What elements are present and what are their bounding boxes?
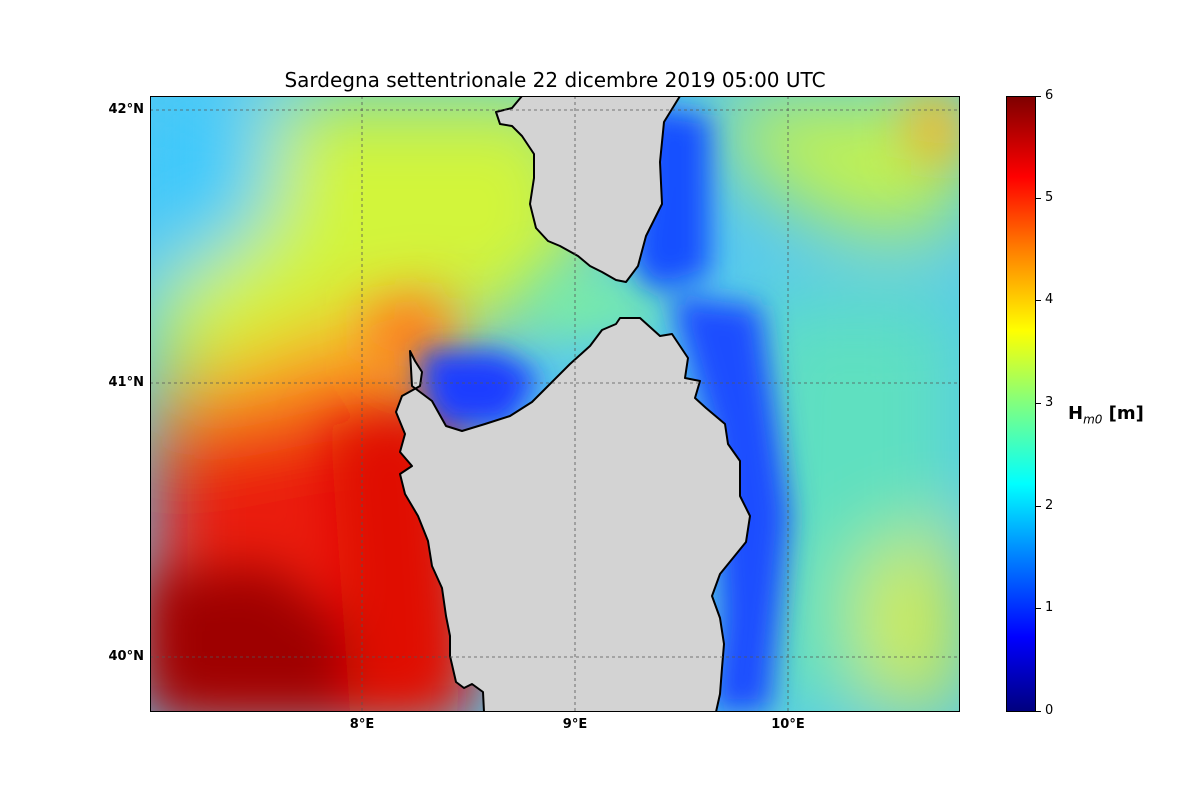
colorbar-tick-1: 1 (1045, 600, 1054, 615)
field-yellow-northeast (710, 96, 960, 236)
map-title: Sardegna settentrionale 22 dicembre 2019… (284, 68, 826, 92)
lon-label-9: 9°E (562, 717, 588, 732)
colorbar-title-unit: [m] (1102, 403, 1144, 424)
colorbar-tick-mark (1036, 711, 1041, 712)
land-sardinia (395, 317, 751, 712)
colorbar-tick-mark (1036, 506, 1041, 507)
field-orange-topright (910, 96, 960, 166)
field-yellow-southeast (850, 516, 960, 712)
colorbar-tick-6: 6 (1045, 88, 1054, 103)
field-darkred-corner (150, 566, 390, 712)
colorbar-tick-mark (1036, 403, 1041, 404)
lon-label-10: 10°E (771, 717, 805, 732)
colorbar-tick-4: 4 (1045, 292, 1054, 307)
colorbar-tick-mark (1036, 608, 1041, 609)
field-yellow-north (150, 96, 590, 376)
colorbar-title: Hm0 [m] (1068, 403, 1144, 427)
colorbar-tick-mark (1036, 198, 1041, 199)
lat-label-41: 41°N (108, 375, 144, 390)
colorbar-title-main: H (1068, 403, 1084, 424)
map-gridlines (150, 96, 960, 712)
colorbar-tick-2: 2 (1045, 498, 1054, 513)
field-blue-gulf-asinara (420, 351, 540, 426)
map-area[interactable] (150, 96, 960, 712)
colorbar (1006, 96, 1036, 712)
colorbar-tick-mark (1036, 96, 1041, 97)
colorbar-tick-5: 5 (1045, 190, 1054, 205)
colorbar-title-sub: m0 (1083, 412, 1103, 427)
land-corsica (495, 96, 681, 283)
lat-label-40: 40°N (108, 649, 144, 664)
lat-label-42: 42°N (108, 102, 144, 117)
colorbar-tick-mark (1036, 300, 1041, 301)
lon-label-8: 8°E (349, 717, 375, 732)
colorbar-tick-3: 3 (1045, 395, 1054, 410)
wave-height-map (150, 96, 960, 712)
colorbar-tick-0: 0 (1045, 703, 1054, 718)
